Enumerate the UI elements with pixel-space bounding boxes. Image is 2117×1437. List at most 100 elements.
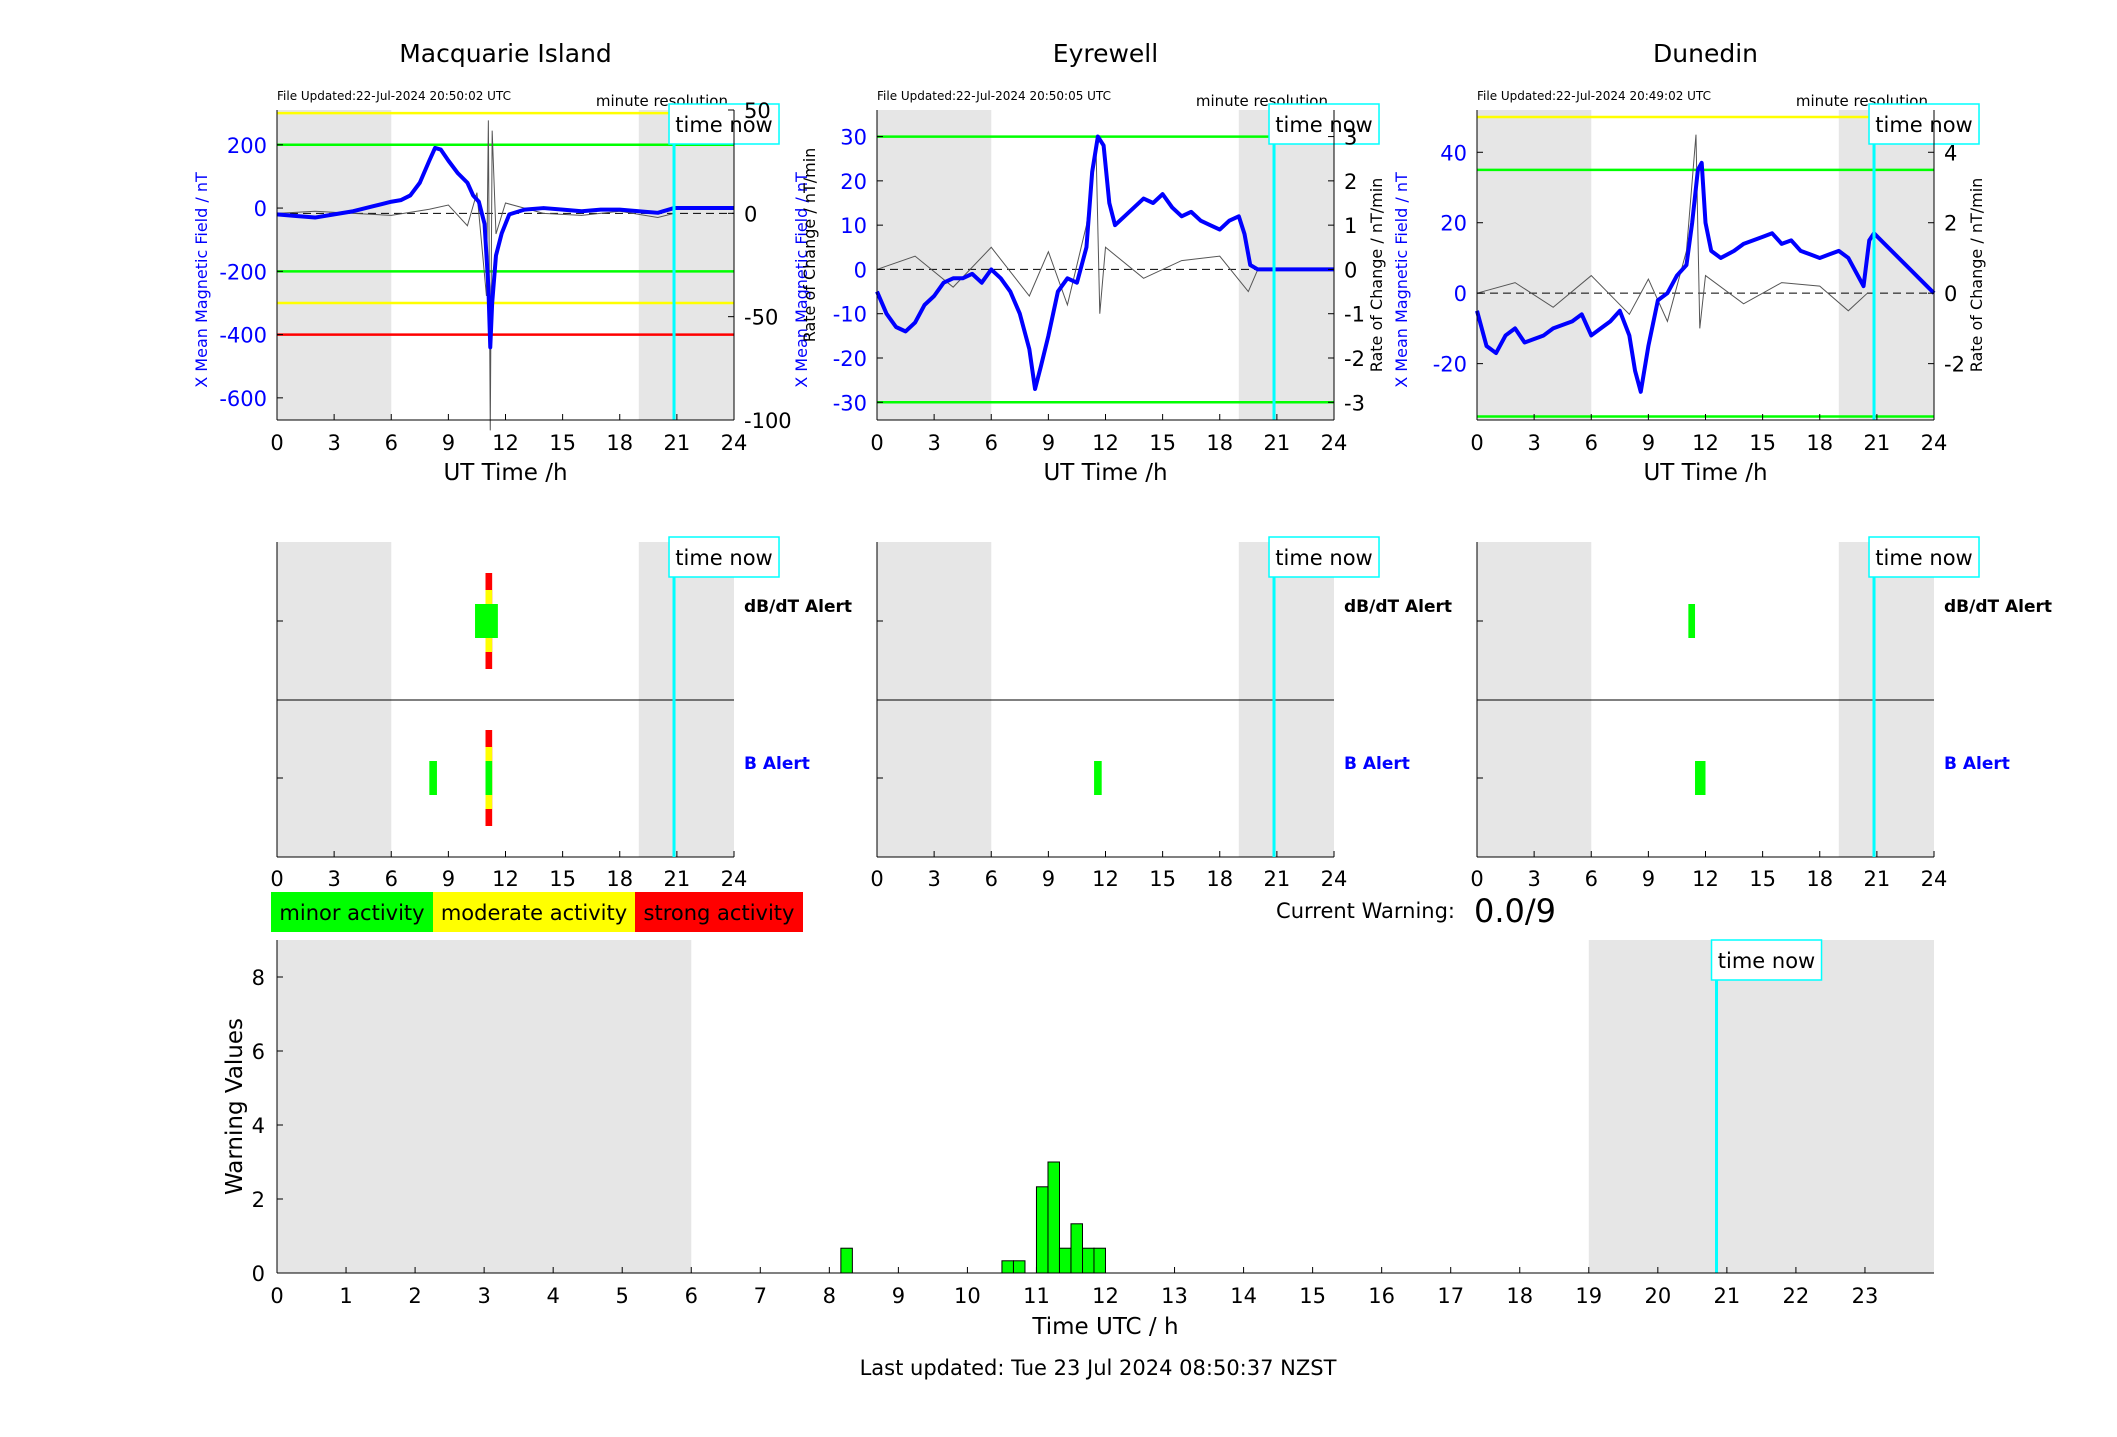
alert-x-tick-label: 15	[549, 867, 576, 891]
alert-time-now-label: time now	[1275, 546, 1372, 570]
warning-x-tick-label: 21	[1714, 1284, 1741, 1308]
station-title: Dunedin	[1653, 39, 1758, 68]
current-warning-label: Current Warning:	[1276, 899, 1455, 923]
alert-x-tick-label: 18	[606, 867, 633, 891]
alert-x-tick-label: 3	[327, 867, 340, 891]
alert-time-now-box	[1268, 536, 1380, 578]
y-left-tick-label: -600	[219, 387, 267, 411]
time-now-box	[1868, 103, 1980, 145]
file-updated-text: File Updated:22-Jul-2024 20:50:02 UTC	[277, 89, 511, 103]
mean-field-line	[276, 145, 734, 350]
activity-legend: minor activity moderate activity strong …	[271, 892, 803, 932]
alert-mark-minor	[1094, 761, 1102, 795]
x-tick-label: 18	[1806, 431, 1833, 455]
alert-x-tick-label: 18	[1206, 867, 1233, 891]
legend-moderate-swatch	[433, 892, 635, 932]
alert-mark-minor	[1695, 761, 1706, 795]
warning-x-tick-label: 20	[1644, 1284, 1671, 1308]
warning-bar	[1058, 1247, 1072, 1274]
y-left-tick-label: 0	[1454, 282, 1467, 306]
alert-x-tick-label: 9	[1042, 867, 1055, 891]
alert-x-tick-label: 12	[492, 867, 519, 891]
alert-mark-minor	[429, 761, 437, 795]
alert-mark-minor	[475, 604, 498, 638]
night-shade	[1238, 110, 1334, 420]
station-panel-eyrewell: Eyrewell File Updated:22-Jul-2024 20:50:0…	[792, 39, 1452, 891]
night-shade	[877, 110, 992, 420]
x-tick-label: 9	[442, 431, 455, 455]
station-panel-macquarie-island: Macquarie Island File Updated:22-Jul-2024…	[192, 39, 852, 891]
warning-y-axis-title: Warning Values	[222, 1018, 248, 1195]
alert-x-tick-label: 24	[1321, 867, 1348, 891]
warning-time-now-label: time now	[1718, 949, 1815, 973]
y-left-tick-label: 10	[840, 214, 867, 238]
warning-time-now-box	[1710, 939, 1823, 981]
alert-x-tick-label: 9	[442, 867, 455, 891]
x-tick-label: 6	[985, 431, 998, 455]
x-axis-title: UT Time /h	[443, 460, 567, 486]
warning-x-tick-label: 8	[823, 1284, 836, 1308]
alert-time-now-box	[668, 536, 780, 578]
y-right-tick-label: 2	[1344, 170, 1357, 194]
station-title: Macquarie Island	[399, 39, 612, 68]
last-updated-text: Last updated: Tue 23 Jul 2024 08:50:37 N…	[860, 1356, 1337, 1380]
x-tick-label: 21	[1864, 431, 1891, 455]
alert-x-tick-label: 15	[1149, 867, 1176, 891]
warning-x-tick-label: 11	[1023, 1284, 1050, 1308]
warning-x-tick-label: 4	[546, 1284, 559, 1308]
dbdt-alert-label: dB/dT Alert	[1944, 597, 2052, 617]
y-left-tick-label: 20	[840, 170, 867, 194]
x-tick-label: 18	[1206, 431, 1233, 455]
y-right-tick-label: -2	[1944, 353, 1965, 377]
x-tick-label: 15	[1749, 431, 1776, 455]
station-title: Eyrewell	[1053, 39, 1158, 68]
alert-x-tick-label: 9	[1642, 867, 1655, 891]
x-tick-label: 3	[1527, 431, 1540, 455]
station-panel-dunedin: Dunedin File Updated:22-Jul-2024 20:49:02…	[1392, 39, 2052, 891]
warning-bar	[1012, 1260, 1026, 1274]
warning-y-tick-label: 6	[252, 1040, 265, 1064]
alert-time-now-label: time now	[675, 546, 772, 570]
warning-x-tick-label: 2	[408, 1284, 421, 1308]
alert-x-tick-label: 21	[664, 867, 691, 891]
y-left-tick-label: -10	[833, 303, 867, 327]
warning-bar	[1070, 1223, 1083, 1274]
y-left-axis-title: X Mean Magnetic Field / nT	[792, 172, 811, 388]
warning-x-tick-label: 5	[616, 1284, 629, 1308]
warning-bar	[1093, 1247, 1106, 1274]
alert-time-now-box	[1868, 536, 1980, 578]
alert-x-tick-label: 21	[1864, 867, 1891, 891]
x-tick-label: 3	[927, 431, 940, 455]
warning-bar	[1035, 1186, 1049, 1274]
y-left-tick-label: 20	[1440, 212, 1467, 236]
y-right-tick-label: 2	[1944, 212, 1957, 236]
y-right-tick-label: 0	[744, 202, 757, 226]
y-left-axis-title: X Mean Magnetic Field / nT	[1392, 172, 1411, 388]
file-updated-text: File Updated:22-Jul-2024 20:49:02 UTC	[1477, 89, 1711, 103]
night-shade	[1838, 110, 1934, 420]
y-right-axis-title: Rate of Change / nT/min	[1367, 178, 1386, 373]
alert-mark-minor	[485, 761, 493, 795]
alert-x-tick-label: 0	[1470, 867, 1483, 891]
warning-x-tick-label: 23	[1852, 1284, 1879, 1308]
warning-x-axis-title: Time UTC / h	[1031, 1314, 1178, 1340]
y-left-tick-label: 0	[254, 197, 267, 221]
y-right-axis-title-overlap: Rate of Change / nT/min	[800, 148, 819, 343]
x-tick-label: 24	[721, 431, 748, 455]
mean-field-line	[1475, 160, 1936, 394]
alert-mark-minor	[1688, 604, 1696, 638]
mean-field-line	[875, 134, 1334, 391]
y-left-tick-label: 30	[840, 126, 867, 150]
alert-time-now-label: time now	[1875, 546, 1972, 570]
y-left-tick-label: -200	[219, 260, 267, 284]
warning-y-tick-label: 4	[252, 1114, 265, 1138]
y-left-tick-label: 40	[1440, 141, 1467, 165]
alert-x-tick-label: 21	[1264, 867, 1291, 891]
x-tick-label: 15	[549, 431, 576, 455]
x-tick-label: 21	[1264, 431, 1291, 455]
rate-of-change-line	[276, 120, 675, 431]
current-warning-value: 0.0/9	[1474, 892, 1556, 930]
x-tick-label: 6	[385, 431, 398, 455]
